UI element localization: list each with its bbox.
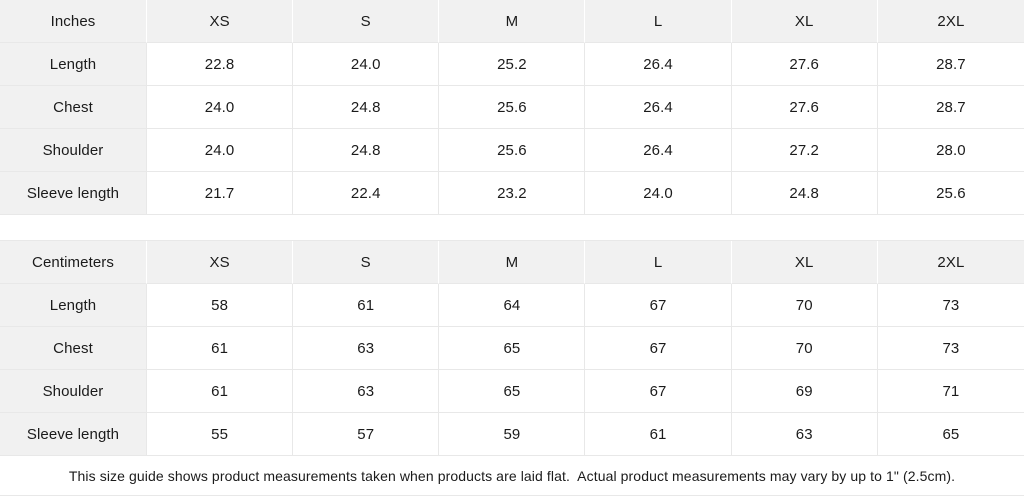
unit-label-cell: Inches	[0, 0, 147, 43]
measurement-row: Sleeve length 21.7 22.4 23.2 24.0 24.8 2…	[0, 172, 1024, 215]
measurement-value-cell: 70	[731, 284, 878, 327]
measurement-value-cell: 59	[439, 413, 586, 456]
measurement-value-cell: 27.2	[731, 129, 878, 172]
measurement-value-cell: 73	[877, 284, 1024, 327]
measurement-value-cell: 23.2	[439, 172, 586, 215]
size-guide-note: This size guide shows product measuremen…	[0, 456, 1024, 496]
measurement-value-cell: 24.0	[293, 43, 440, 86]
measurement-value-cell: 24.8	[293, 86, 440, 129]
measurement-value-cell: 26.4	[585, 86, 732, 129]
measurement-value-cell: 71	[877, 370, 1024, 413]
measurement-row: Chest 61 63 65 67 70 73	[0, 327, 1024, 370]
inches-size-table: Inches XS S M L XL 2XL Length 22.8 24.0 …	[0, 0, 1024, 215]
measurement-value-cell: 61	[585, 413, 732, 456]
size-column-header: S	[293, 241, 440, 284]
measurement-value-cell: 27.6	[731, 86, 878, 129]
measurement-label-cell: Sleeve length	[0, 413, 147, 456]
size-column-header: S	[293, 0, 440, 43]
measurement-value-cell: 25.6	[439, 86, 586, 129]
size-column-header: XS	[147, 241, 294, 284]
inches-header-row: Inches XS S M L XL 2XL	[0, 0, 1024, 43]
measurement-value-cell: 26.4	[585, 129, 732, 172]
centimeters-size-table: Centimeters XS S M L XL 2XL Length 58 61…	[0, 240, 1024, 456]
measurement-label-cell: Chest	[0, 327, 147, 370]
measurement-value-cell: 61	[293, 284, 440, 327]
measurement-value-cell: 21.7	[147, 172, 294, 215]
measurement-value-cell: 24.8	[731, 172, 878, 215]
measurement-row: Length 22.8 24.0 25.2 26.4 27.6 28.7	[0, 43, 1024, 86]
measurement-value-cell: 69	[731, 370, 878, 413]
measurement-label-cell: Chest	[0, 86, 147, 129]
measurement-value-cell: 24.0	[585, 172, 732, 215]
size-column-header: L	[585, 0, 732, 43]
size-column-header: XL	[731, 0, 878, 43]
measurement-value-cell: 65	[877, 413, 1024, 456]
measurement-value-cell: 58	[147, 284, 294, 327]
measurement-value-cell: 25.6	[439, 129, 586, 172]
size-column-header: XL	[731, 241, 878, 284]
size-column-header: 2XL	[877, 241, 1024, 284]
size-column-header: XS	[147, 0, 294, 43]
measurement-value-cell: 61	[147, 370, 294, 413]
measurement-value-cell: 73	[877, 327, 1024, 370]
measurement-value-cell: 65	[439, 370, 586, 413]
measurement-value-cell: 26.4	[585, 43, 732, 86]
measurement-value-cell: 67	[585, 327, 732, 370]
size-column-header: M	[439, 0, 586, 43]
measurement-value-cell: 22.4	[293, 172, 440, 215]
measurement-value-cell: 65	[439, 327, 586, 370]
size-column-header: 2XL	[877, 0, 1024, 43]
measurement-value-cell: 25.6	[877, 172, 1024, 215]
measurement-value-cell: 28.0	[877, 129, 1024, 172]
measurement-value-cell: 63	[293, 327, 440, 370]
measurement-value-cell: 27.6	[731, 43, 878, 86]
measurement-row: Sleeve length 55 57 59 61 63 65	[0, 413, 1024, 456]
measurement-value-cell: 24.8	[293, 129, 440, 172]
measurement-value-cell: 24.0	[147, 86, 294, 129]
size-column-header: M	[439, 241, 586, 284]
measurement-label-cell: Length	[0, 284, 147, 327]
measurement-value-cell: 63	[731, 413, 878, 456]
measurement-value-cell: 70	[731, 327, 878, 370]
measurement-value-cell: 67	[585, 370, 732, 413]
measurement-row: Shoulder 24.0 24.8 25.6 26.4 27.2 28.0	[0, 129, 1024, 172]
measurement-label-cell: Sleeve length	[0, 172, 147, 215]
measurement-value-cell: 28.7	[877, 86, 1024, 129]
measurement-row: Length 58 61 64 67 70 73	[0, 284, 1024, 327]
measurement-value-cell: 57	[293, 413, 440, 456]
measurement-value-cell: 61	[147, 327, 294, 370]
measurement-value-cell: 63	[293, 370, 440, 413]
measurement-value-cell: 67	[585, 284, 732, 327]
centimeters-header-row: Centimeters XS S M L XL 2XL	[0, 241, 1024, 284]
unit-label-cell: Centimeters	[0, 241, 147, 284]
measurement-value-cell: 25.2	[439, 43, 586, 86]
measurement-value-cell: 28.7	[877, 43, 1024, 86]
size-column-header: L	[585, 241, 732, 284]
measurement-row: Chest 24.0 24.8 25.6 26.4 27.6 28.7	[0, 86, 1024, 129]
measurement-value-cell: 64	[439, 284, 586, 327]
measurement-label-cell: Shoulder	[0, 129, 147, 172]
measurement-label-cell: Shoulder	[0, 370, 147, 413]
measurement-row: Shoulder 61 63 65 67 69 71	[0, 370, 1024, 413]
measurement-value-cell: 22.8	[147, 43, 294, 86]
measurement-label-cell: Length	[0, 43, 147, 86]
measurement-value-cell: 24.0	[147, 129, 294, 172]
measurement-value-cell: 55	[147, 413, 294, 456]
